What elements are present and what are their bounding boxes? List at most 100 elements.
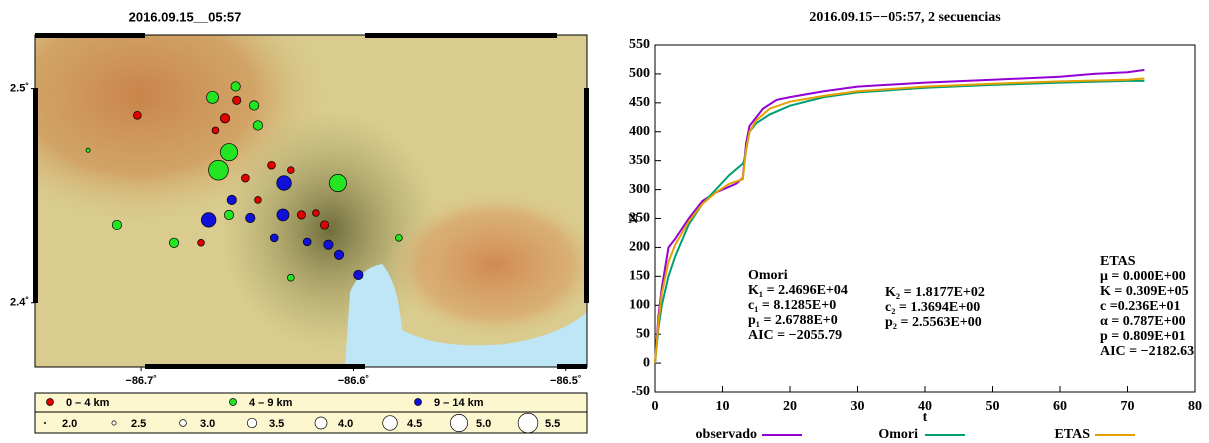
quake [334, 250, 343, 259]
quake [201, 213, 216, 228]
size-legend-marker [450, 414, 467, 431]
quake [233, 96, 241, 104]
y-tick-label: 2.4˚ [10, 297, 29, 309]
y-tick-label: -50 [631, 384, 650, 399]
annotation: c =0.236E+01 [1100, 299, 1181, 314]
x-tick-label: −86.6˚ [338, 375, 370, 387]
x-tick-label: 30 [851, 399, 865, 414]
quake [227, 195, 236, 204]
y-tick-label: 100 [629, 297, 650, 312]
x-tick-label: 80 [1188, 399, 1202, 414]
quake [255, 197, 262, 204]
annotation: K = 0.309E+05 [1100, 284, 1189, 299]
quake [209, 160, 229, 180]
y-tick-label: 350 [629, 153, 650, 168]
annotation: c₁ = 8.1285E+0 [748, 298, 836, 313]
y-tick-label: 500 [629, 66, 650, 81]
quake [287, 167, 294, 174]
annotation: p₂ = 2.5563E+00 [885, 315, 982, 330]
quake [297, 211, 305, 219]
legend-swatch [230, 399, 237, 406]
annotation: μ = 0.000E+00 [1100, 269, 1186, 284]
y-tick-label: 400 [629, 124, 650, 139]
chart-title: 2016.09.15−−05:57, 2 secuencias [809, 10, 1001, 25]
annotation: AIC = −2182.63 [1100, 344, 1194, 359]
quake [212, 127, 219, 134]
quake [277, 209, 289, 221]
quake [206, 91, 218, 103]
size-legend-marker [247, 418, 256, 427]
annotation: c₂ = 1.3694E+00 [885, 300, 980, 315]
size-legend-marker [180, 420, 187, 427]
annotation: p = 0.809E+01 [1100, 329, 1186, 344]
y-tick-label: 150 [629, 269, 650, 284]
annotation: Omori [748, 268, 788, 283]
quake [268, 161, 276, 169]
size-legend-label: 4.0 [338, 418, 353, 430]
size-legend-label: 5.0 [476, 418, 491, 430]
quake [320, 221, 328, 229]
x-tick-label: 20 [783, 399, 797, 414]
y-tick-label: 2.5˚ [10, 82, 29, 94]
y-tick-label: 550 [629, 37, 650, 52]
annotation: K₁ = 2.4696E+04 [748, 283, 848, 298]
size-legend-label: 5.5 [545, 418, 560, 430]
size-legend-label: 2.0 [62, 418, 77, 430]
quake [395, 234, 402, 241]
quake [231, 82, 240, 91]
legend-swatch [415, 399, 422, 406]
legend-label: 9 – 14 km [434, 397, 484, 409]
size-legend-marker [112, 421, 116, 425]
quake [224, 210, 233, 219]
quake [198, 239, 205, 246]
terrain [0, 0, 605, 367]
size-legend-marker [315, 417, 327, 429]
legend-swatch [47, 399, 54, 406]
annotation: K₂ = 1.8177E+02 [885, 285, 985, 300]
legend-label: 0 – 4 km [66, 397, 110, 409]
page: 2016.09.15__05:57 −86.7˚ −86.6˚ −86.5˚ 2.4˚… [0, 0, 1209, 443]
x-tick-label: −86.7˚ [125, 375, 157, 387]
x-tick-label: 0 [652, 399, 659, 414]
quake [287, 274, 294, 281]
size-legend-label: 3.5 [269, 418, 284, 430]
x-tick-label: 40 [918, 399, 932, 414]
map-panel: 2016.09.15__05:57 −86.7˚ −86.6˚ −86.5˚ 2.4˚… [0, 0, 605, 433]
annotation: α = 0.787E+00 [1100, 314, 1186, 329]
legend-label: ETAS [1054, 427, 1090, 442]
quake [253, 121, 262, 130]
legend-label: observado [696, 427, 757, 442]
figure: 2016.09.15__05:57 −86.7˚ −86.6˚ −86.5˚ 2.4˚… [0, 0, 1209, 443]
size-legend-label: 3.0 [200, 418, 215, 430]
y-tick-label: 0 [643, 355, 650, 370]
y-tick-label: 300 [629, 182, 650, 197]
x-tick-label: −86.5˚ [550, 375, 582, 387]
quake [220, 114, 229, 123]
annotation: AIC = −2055.79 [748, 328, 842, 343]
quake [241, 174, 249, 182]
quake [324, 240, 333, 249]
x-tick-label: 10 [716, 399, 730, 414]
map-legend [35, 393, 587, 433]
y-tick-label: 250 [629, 211, 650, 226]
legend-label: 4 – 9 km [249, 397, 293, 409]
quake [86, 148, 90, 152]
size-legend-marker [44, 422, 46, 424]
map-title: 2016.09.15__05:57 [129, 9, 242, 24]
quake [133, 111, 141, 119]
quake [169, 238, 178, 247]
quake [354, 270, 363, 279]
quake [220, 144, 237, 161]
size-legend-label: 2.5 [131, 418, 146, 430]
x-tick-label: 70 [1121, 399, 1135, 414]
y-tick-label: 200 [629, 240, 650, 255]
annotation: p₁ = 2.6788E+0 [748, 313, 838, 328]
size-legend-marker [518, 413, 538, 433]
size-legend-label: 4.5 [407, 418, 422, 430]
annotation: ETAS [1100, 254, 1136, 269]
quake [112, 220, 121, 229]
quake [246, 213, 255, 222]
quake [249, 101, 258, 110]
y-tick-label: 50 [636, 326, 650, 341]
